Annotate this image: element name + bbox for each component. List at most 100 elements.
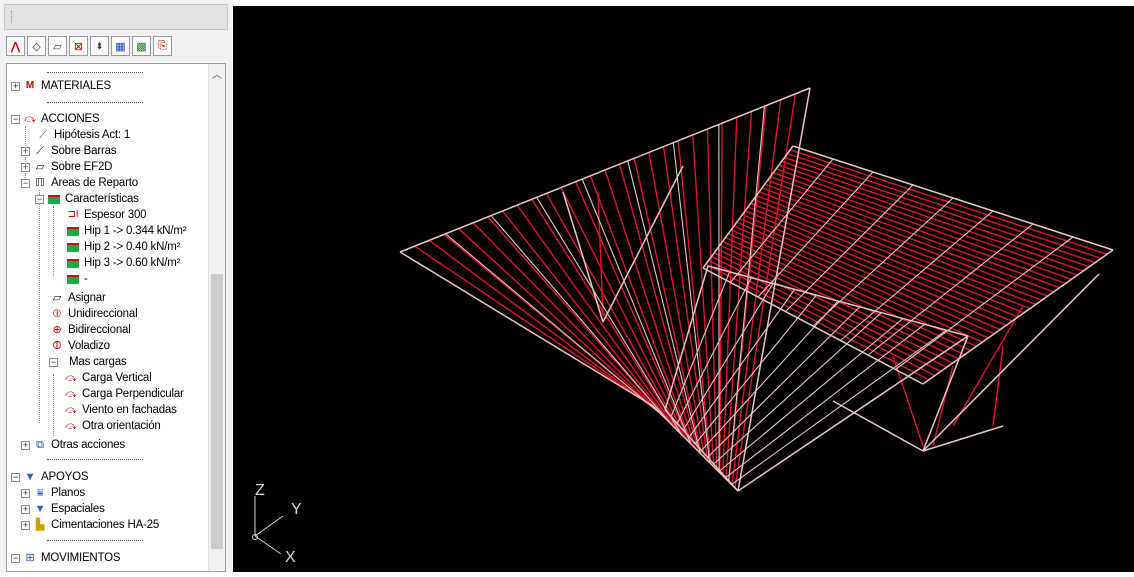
tree-item-hip1[interactable]: Hip 1 -> 0.344 kN/m² [65,223,186,239]
expand-icon[interactable]: + [21,489,30,498]
tree-item-caracteristicas[interactable]: − Características [35,191,139,207]
tree-item-planos[interactable]: + ⩸ Planos [21,485,85,501]
tree-item-materiales[interactable]: + M MATERIALES [11,78,111,94]
x-axis-line [255,536,281,554]
panel-green-icon [65,272,81,286]
tree-item-hip3[interactable]: Hip 3 -> 0.60 kN/m² [65,255,180,271]
tree-item-cimentaciones[interactable]: + ▙ Cimentaciones HA-25 [21,517,159,533]
tree-item-hip2[interactable]: Hip 2 -> 0.40 kN/m² [65,239,180,255]
foundation-icon: ▙ [32,518,48,532]
two-way-icon: ⊕ [49,323,65,337]
load-arrow-icon: ⤼ [63,387,79,401]
thickness-icon: ⊐I [65,208,81,222]
support-icon: ▼ [22,470,38,484]
planes-icon: ⩸ [32,486,48,500]
model-tree[interactable]: ︿ + M MATERIALES − ⤼ ACCIONES ⟋ Hipótesi… [6,63,226,572]
tree-item-sobre-ef2d[interactable]: + ▱ Sobre EF2D [21,159,112,175]
mesh-line [708,307,860,457]
face-icon[interactable]: ▱ [48,36,67,56]
tree-item-espaciales[interactable]: + ▼ Espaciales [21,501,105,517]
roof-edge [603,166,683,322]
axis-label-z: Z [255,482,265,499]
load-arrow-icon: ⤼ [63,403,79,417]
panel-green-icon [65,256,81,270]
axis-label-y: Y [291,501,302,518]
spinner-icon[interactable]: ⬍ [90,36,109,56]
load-line [678,141,710,464]
color-icon[interactable]: ▩ [132,36,151,56]
tree-item-carga-perpendicular[interactable]: ⤼ Carga Perpendicular [63,386,184,402]
bars-icon[interactable]: ⋀ [6,36,25,56]
tree-scrollbar[interactable]: ︿ [208,64,225,571]
tree-item-apoyos[interactable]: − ▼ APOYOS [11,469,88,485]
collapse-icon[interactable]: − [21,179,30,188]
axis-label-x: X [285,549,296,566]
distribution-area-icon: ℿ [32,176,48,190]
mesh-line [582,179,691,444]
export-icon[interactable]: ⎘ [153,36,172,56]
expand-icon[interactable]: + [21,163,30,172]
load-line [993,346,1003,426]
tree-item-acciones[interactable]: − ⤼ ACCIONES [11,111,99,127]
load-line [605,170,696,449]
collapse-icon[interactable]: − [11,554,20,563]
collapse-icon[interactable]: − [11,115,20,124]
tree-item-carga-vertical[interactable]: ⤼ Carga Vertical [63,370,151,386]
shape-icon[interactable]: ◇ [27,36,46,56]
tree-item-espesor[interactable]: ⊐I Espesor 300 [65,207,146,223]
tree-item-asignar[interactable]: ▱ Asignar [49,290,106,306]
bar-load-icon: ⟋ [32,144,48,158]
table-icon[interactable]: ▦ [111,36,130,56]
load-line [720,123,722,473]
materials-icon: M [22,79,38,93]
panel-green-icon [46,192,62,206]
y-axis-line [255,516,283,536]
tree-item-dash[interactable]: - [65,271,88,287]
mesh-line [537,197,682,434]
tree-item-viento[interactable]: ⤼ Viento en fachadas [63,402,177,418]
tree-item-otras-acciones[interactable]: + ⧉ Otras acciones [21,437,125,453]
expand-icon[interactable]: + [21,147,30,156]
expand-icon[interactable]: + [21,521,30,530]
tree-item-otra-orientacion[interactable]: ⤼ Otra orientación [63,418,161,434]
mesh-line [726,324,925,477]
load-arrow-icon: ⤼ [63,419,79,433]
tree-item-sobre-barras[interactable]: + ⟋ Sobre Barras [21,143,116,159]
tree-item-bidireccional[interactable]: ⊕ Bidireccional [49,322,131,338]
hypothesis-icon: ⟋ [35,128,51,142]
roof-edge [833,401,923,451]
tree-item-unidireccional[interactable]: ⦶ Unidireccional [49,306,137,322]
other-actions-icon: ⧉ [32,438,48,452]
expand-icon[interactable]: + [11,82,20,91]
roof-edge [923,250,1113,384]
tree-item-hipotesis[interactable]: ⟋ Hipótesis Act: 1 [35,127,130,143]
tree-item-movimientos[interactable]: − ⊞ MOVIMIENTOS [11,550,120,566]
expand-icon[interactable]: + [21,441,30,450]
scroll-thumb[interactable] [211,274,223,549]
toolbar: ⋀ ◇ ▱ ⊠ ⬍ ▦ ▩ ⎘ [6,36,172,60]
delete-icon[interactable]: ⊠ [69,36,88,56]
mesh-line [729,106,765,481]
tree-item-areas-reparto[interactable]: − ℿ Areas de Reparto [21,175,138,191]
load-line [933,366,953,446]
panel-green-icon [65,224,81,238]
mesh-line [732,330,946,484]
collapse-icon[interactable]: − [11,473,20,482]
surface-icon: ▱ [32,160,48,174]
load-lines [415,94,1107,488]
collapse-icon[interactable]: − [49,358,58,367]
tree-item-voladizo[interactable]: ⦷ Voladizo [49,338,110,354]
3d-viewport[interactable]: Z Y X [233,6,1134,572]
tree-item-mas-cargas[interactable]: − Mas cargas [49,354,126,370]
collapse-icon[interactable]: − [35,195,44,204]
expand-icon[interactable]: + [21,505,30,514]
scroll-up-icon[interactable]: ︿ [212,66,222,81]
left-panel: ⋀ ◇ ▱ ⊠ ⬍ ▦ ▩ ⎘ ︿ + M MATERIALES − ⤼ ACC… [0,0,232,572]
mesh-line [628,161,700,453]
panel-grip-handle[interactable] [4,4,228,30]
movements-icon: ⊞ [22,551,38,565]
roof-edge [400,252,653,406]
cantilever-icon: ⦷ [49,339,65,353]
load-arrow-icon: ⤼ [63,371,79,385]
structure-model: Z Y X [233,6,1134,572]
